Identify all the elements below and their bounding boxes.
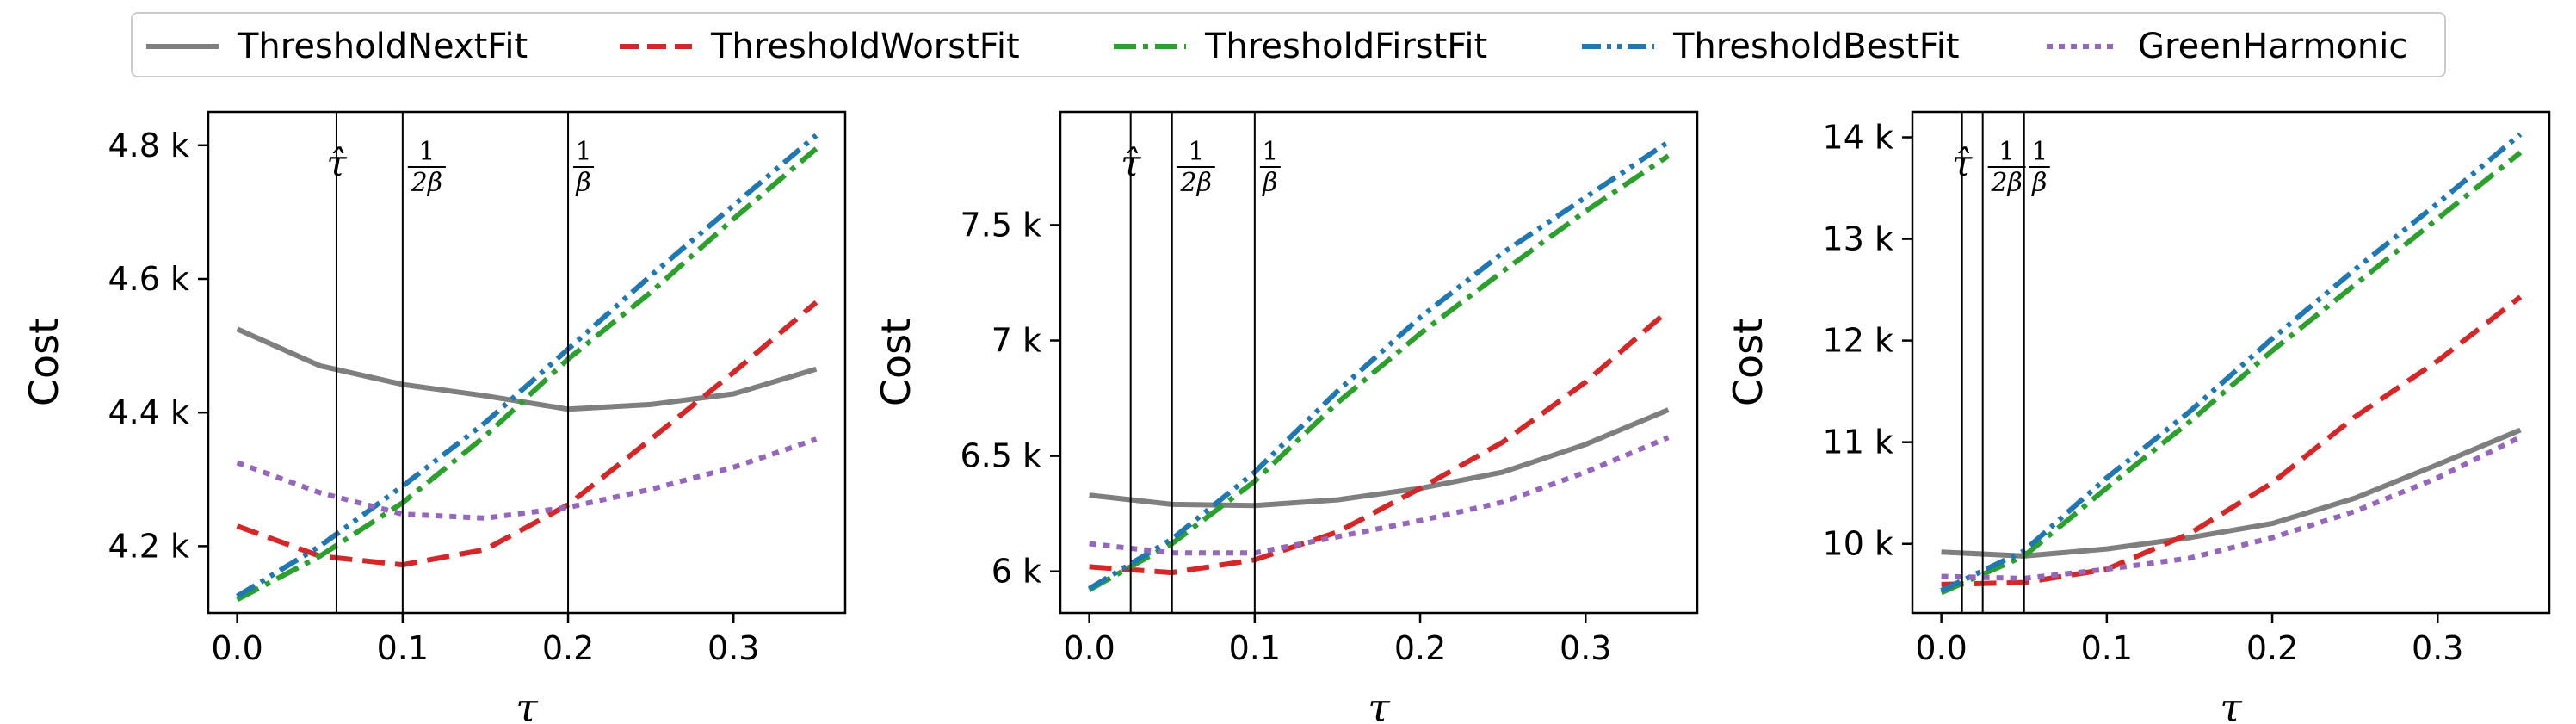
vline-label-numerator: 1	[418, 137, 435, 167]
vline-label-tau-hat: τ̂	[326, 142, 347, 184]
x-tick-label: 0.2	[1394, 629, 1446, 667]
legend-item-green-harmonic: GreenHarmonic	[2043, 14, 2407, 79]
series-line-ThresholdWorstFit	[1089, 308, 1671, 576]
series-line-ThresholdBestFit	[1088, 139, 1671, 591]
legend-item-threshold-next-fit: ThresholdNextFit	[143, 14, 528, 79]
legend-label: ThresholdWorstFit	[711, 27, 1020, 66]
vline-label-denominator: 2β	[411, 168, 442, 198]
vline-label-numerator: 1	[1262, 137, 1278, 167]
y-tick-label: 7.5 k	[960, 206, 1041, 244]
vline-label-tau-hat: τ̂	[1952, 142, 1973, 184]
series-line-ThresholdWorstFit	[1941, 294, 2523, 587]
x-axis-label: τ	[1368, 684, 1391, 724]
x-tick-label: 0.0	[211, 629, 263, 667]
x-tick-label: 0.3	[707, 629, 759, 667]
legend-label: ThresholdFirstFit	[1205, 27, 1488, 66]
series-line-ThresholdFirstFit	[1940, 150, 2523, 596]
y-tick-label: 6 k	[991, 553, 1041, 591]
legend-swatch-threshold-best-fit	[1582, 44, 1654, 49]
legend: ThresholdNextFit ThresholdWorstFit Thres…	[131, 12, 2446, 77]
legend-label: GreenHarmonic	[2138, 27, 2408, 66]
series-line-GreenHarmonic	[1941, 435, 2522, 581]
legend-swatch-threshold-worst-fit	[620, 44, 692, 49]
y-tick-label: 14 k	[1823, 119, 1893, 157]
legend-item-threshold-first-fit: ThresholdFirstFit	[1110, 14, 1487, 79]
x-tick-label: 0.3	[2412, 629, 2463, 667]
series-line-ThresholdNextFit	[236, 326, 818, 412]
vline-label-denominator: β	[2031, 168, 2047, 198]
legend-label: ThresholdBestFit	[1673, 27, 1960, 66]
vline-label-denominator: 2β	[1990, 168, 2022, 198]
x-tick-label: 0.0	[1915, 629, 1967, 667]
axes-frame	[207, 110, 847, 615]
legend-item-threshold-worst-fit: ThresholdWorstFit	[616, 14, 1020, 79]
series-line-ThresholdNextFit	[1089, 407, 1670, 509]
vline-label-numerator: 1	[1998, 137, 2015, 167]
y-axis-label: Cost	[21, 319, 67, 406]
legend-swatch-threshold-first-fit	[1114, 44, 1186, 49]
y-tick-label: 10 k	[1823, 525, 1893, 563]
y-tick-label: 4.2 k	[108, 527, 189, 565]
series-line-GreenHarmonic	[236, 436, 818, 521]
y-tick-label: 4.6 k	[108, 260, 189, 298]
legend-label: ThresholdNextFit	[238, 27, 528, 66]
vline-label-tau-hat: τ̂	[1121, 142, 1141, 184]
y-tick-label: 11 k	[1823, 424, 1893, 461]
x-axis-label: τ	[516, 684, 539, 724]
y-tick-label: 12 k	[1823, 322, 1893, 360]
y-tick-label: 7 k	[991, 322, 1041, 360]
x-tick-label: 0.1	[377, 629, 429, 667]
axes-frame	[1059, 110, 1699, 615]
series-line-ThresholdWorstFit	[236, 300, 819, 568]
vline-label-numerator: 1	[576, 137, 592, 167]
y-tick-label: 4.8 k	[108, 127, 189, 164]
legend-swatch-green-harmonic	[2047, 44, 2119, 49]
vline-label-numerator: 1	[2031, 137, 2048, 167]
x-tick-label: 0.2	[542, 629, 594, 667]
vline-label-denominator: β	[575, 168, 590, 198]
y-tick-label: 4.4 k	[108, 393, 189, 431]
y-tick-label: 6.5 k	[960, 437, 1041, 475]
vline-label-denominator: β	[1262, 168, 1277, 198]
legend-swatch-threshold-next-fit	[146, 44, 219, 49]
x-tick-label: 0.1	[1229, 629, 1281, 667]
series-line-ThresholdNextFit	[1941, 427, 2522, 559]
axes-frame	[1911, 110, 2551, 615]
y-axis-label: Cost	[1725, 319, 1771, 406]
series-line-ThresholdFirstFit	[1088, 153, 1671, 592]
series-line-ThresholdFirstFit	[236, 146, 819, 603]
y-axis-label: Cost	[873, 319, 919, 406]
vline-label-numerator: 1	[1188, 137, 1204, 167]
x-tick-label: 0.2	[2246, 629, 2298, 667]
x-axis-label: τ	[2220, 684, 2243, 724]
vline-label-denominator: 2β	[1180, 168, 1212, 198]
series-line-ThresholdBestFit	[236, 133, 819, 599]
x-tick-label: 0.3	[1560, 629, 1611, 667]
series-line-ThresholdBestFit	[1940, 132, 2523, 593]
x-tick-label: 0.1	[2081, 629, 2133, 667]
series-line-GreenHarmonic	[1089, 435, 1670, 556]
x-tick-label: 0.0	[1063, 629, 1115, 667]
legend-item-threshold-best-fit: ThresholdBestFit	[1578, 14, 1960, 79]
y-tick-label: 13 k	[1823, 220, 1893, 258]
